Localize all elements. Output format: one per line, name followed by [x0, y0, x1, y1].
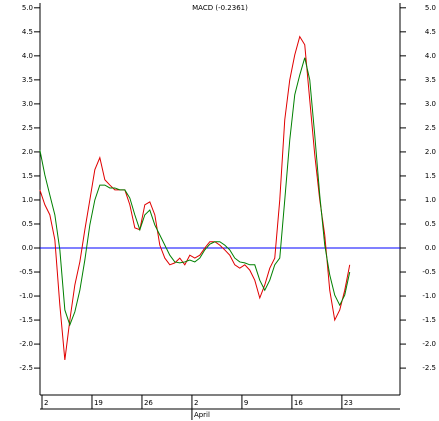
y2-tick-label: 4.0 [425, 52, 436, 60]
x-tick-label: 2 [44, 399, 48, 407]
y2-tick-label: 2.5 [425, 124, 436, 132]
y2-tick-label: 4.5 [425, 28, 436, 36]
x-sublabel: April [194, 411, 210, 419]
y2-tick-label: 3.5 [425, 76, 436, 84]
y-tick-label: 2.0 [22, 148, 33, 156]
y-tick-label: 0.0 [22, 244, 33, 252]
y-tick-label: 2.5 [22, 124, 33, 132]
y2-tick-label: 0.5 [425, 220, 436, 228]
series-line [39, 35, 351, 360]
y2-tick-label: 3.0 [425, 100, 436, 108]
y-tick-label: 3.5 [22, 76, 33, 84]
x-tick-label: 9 [244, 399, 248, 407]
y-tick-label: -1.5 [19, 316, 33, 324]
y-tick-label: -2.5 [19, 364, 33, 372]
x-tick-label: 26 [144, 399, 153, 407]
y2-tick-label: -1.5 [422, 316, 436, 324]
y-tick-label: 3.0 [22, 100, 33, 108]
y-tick-label: 4.0 [22, 52, 33, 60]
series-line [39, 57, 351, 327]
y-tick-label: 1.5 [22, 172, 33, 180]
x-tick-label: 2 [194, 399, 198, 407]
y2-tick-label: 1.5 [425, 172, 436, 180]
y2-tick-label: -2.5 [422, 364, 436, 372]
y2-tick-label: -2.0 [422, 340, 436, 348]
y-tick-label: 0.5 [22, 220, 33, 228]
y2-tick-label: 2.0 [425, 148, 436, 156]
y2-tick-label: -1.0 [422, 292, 436, 300]
y2-tick-label: 1.0 [425, 196, 436, 204]
y2-tick-label: 5.0 [425, 4, 436, 12]
y-tick-label: -2.0 [19, 340, 33, 348]
y-tick-label: -0.5 [19, 268, 33, 276]
chart-title: MACD (-0.2361) [192, 4, 248, 12]
x-tick-label: 16 [294, 399, 303, 407]
y-tick-label: 4.5 [22, 28, 33, 36]
y-tick-label: 1.0 [22, 196, 33, 204]
y2-tick-label: 0.0 [425, 244, 436, 252]
y2-tick-label: -0.5 [422, 268, 436, 276]
x-tick-label: 19 [94, 399, 103, 407]
y-tick-label: -1.0 [19, 292, 33, 300]
y-tick-label: 5.0 [22, 4, 33, 12]
x-tick-label: 23 [344, 399, 353, 407]
